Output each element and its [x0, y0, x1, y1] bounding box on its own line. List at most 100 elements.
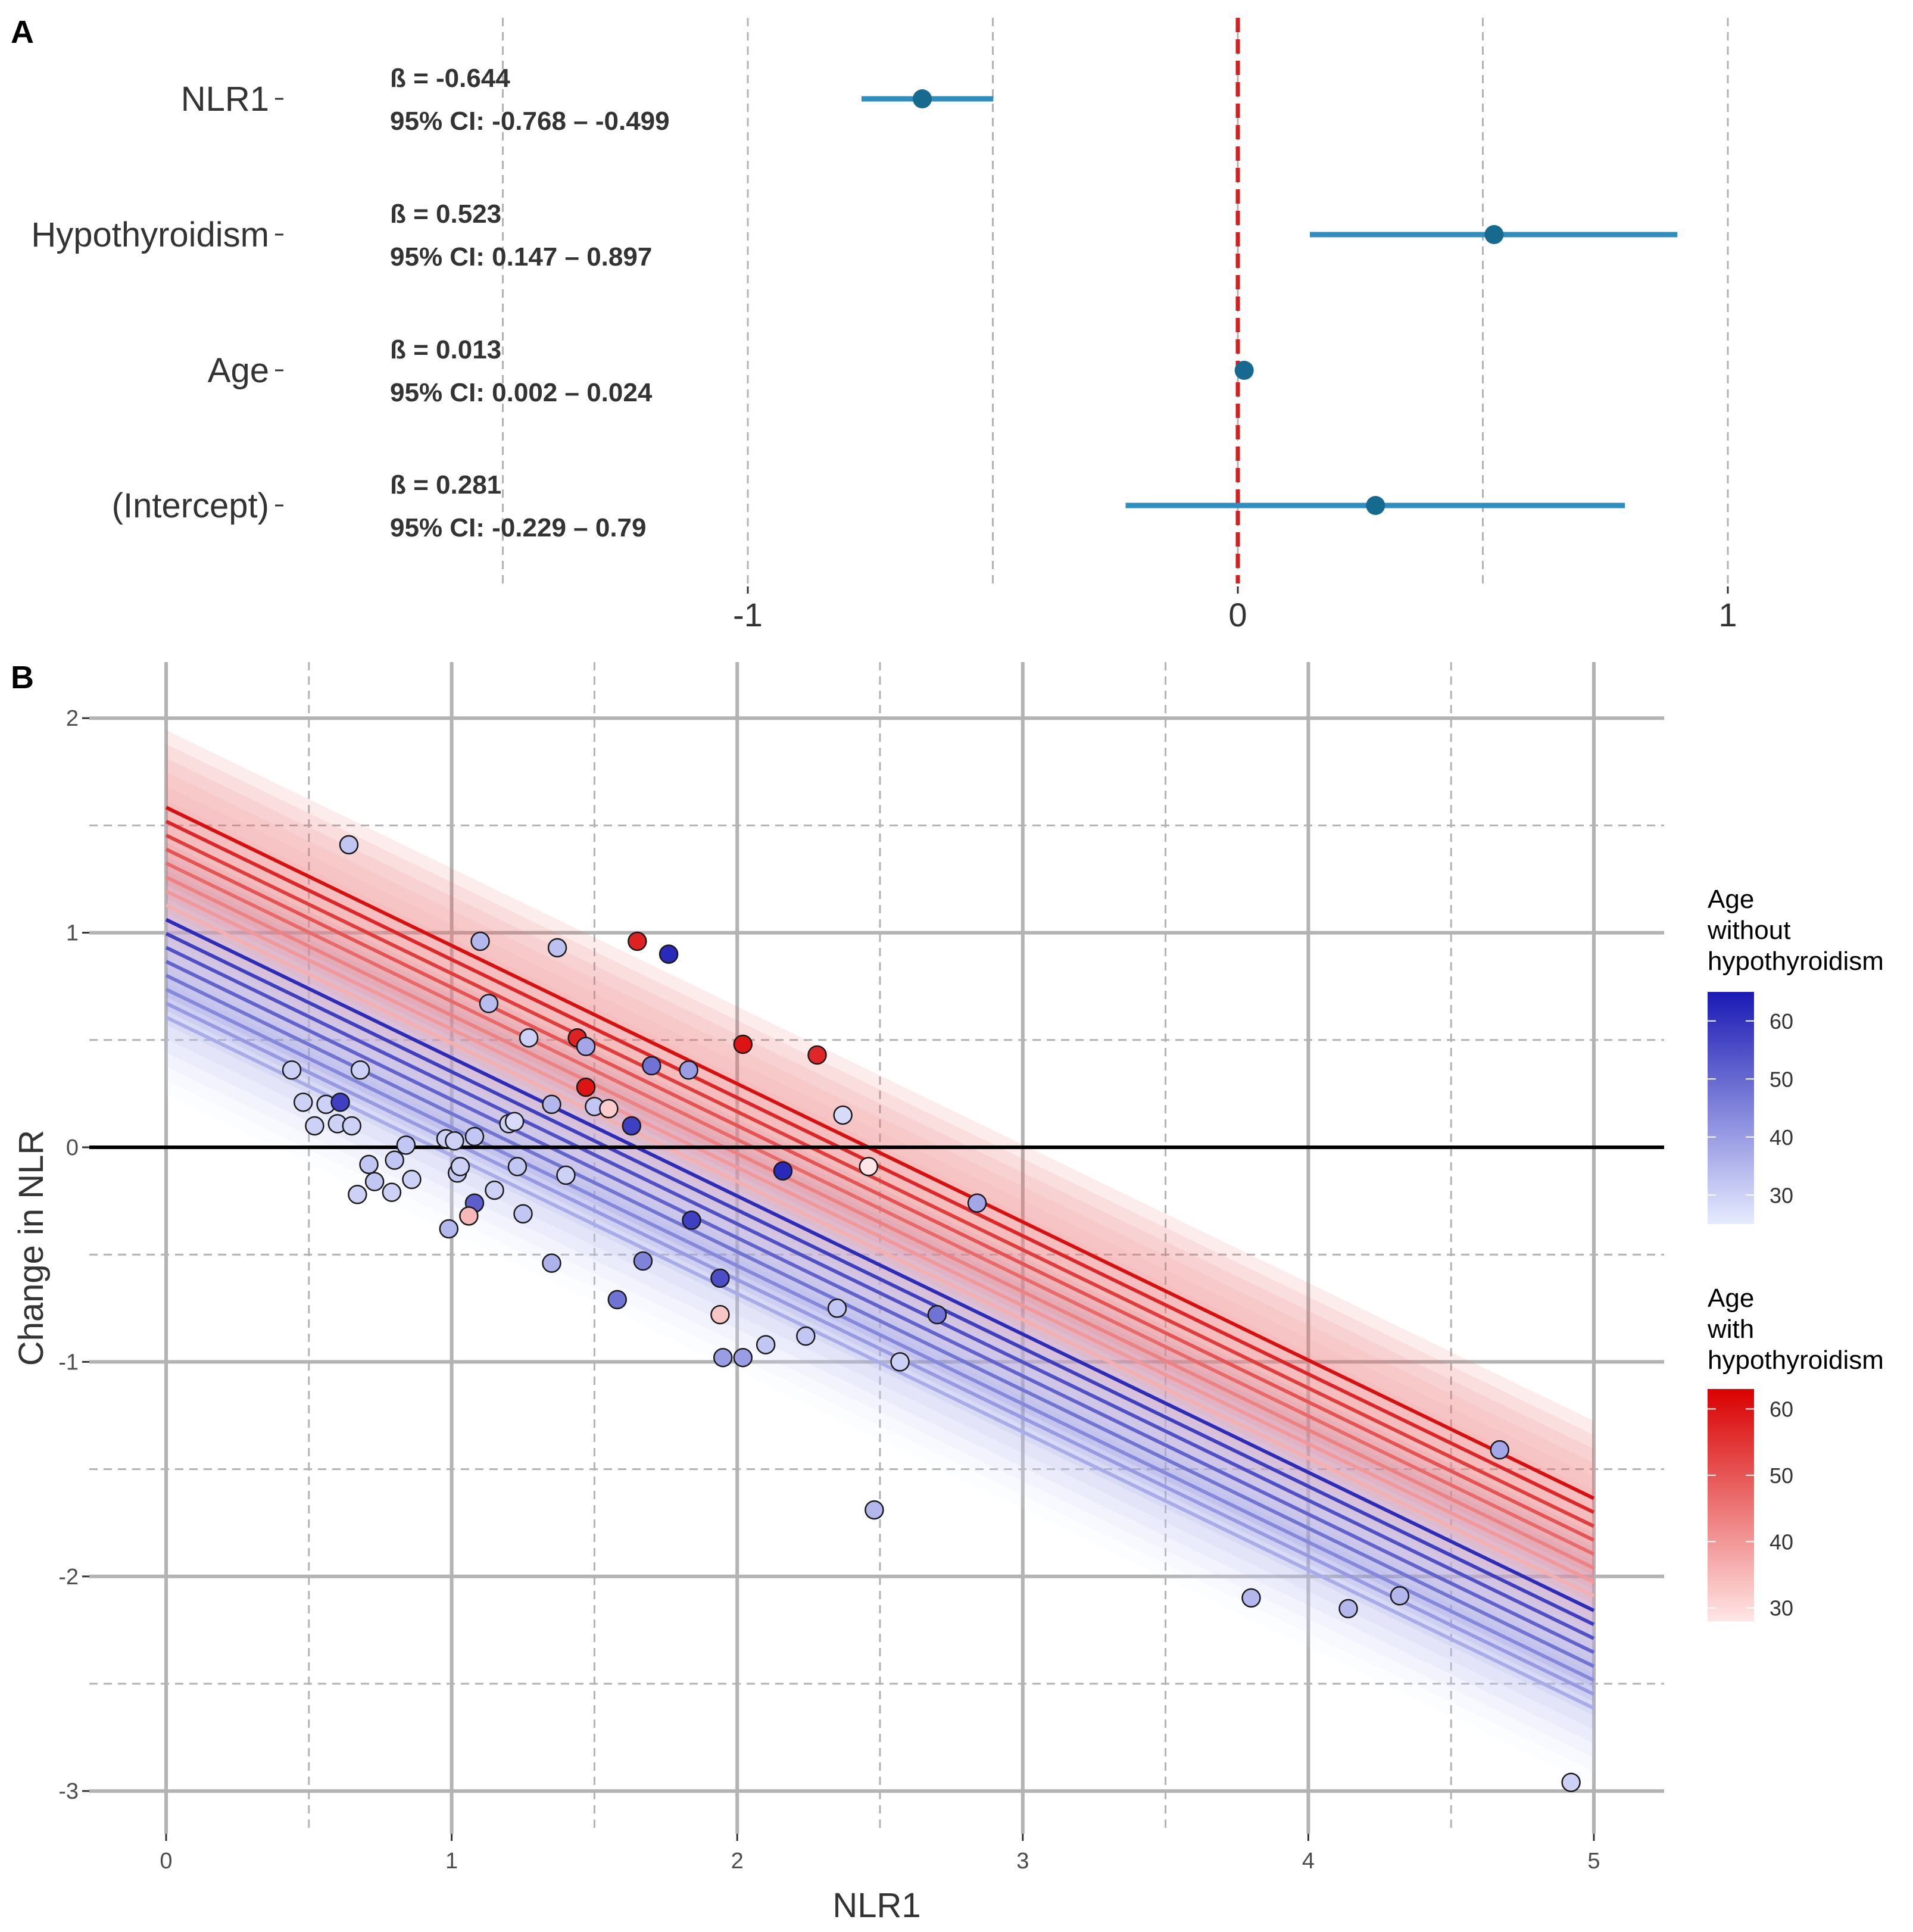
scatter-y-tick-label: 0 — [66, 1135, 79, 1160]
legend-colorbar — [1708, 992, 1754, 1224]
data-point — [542, 1094, 561, 1115]
data-point — [513, 1204, 533, 1224]
y-axis-title: Change in NLR — [12, 1130, 51, 1366]
forest-x-tick-label: 0 — [1228, 596, 1247, 633]
data-point — [450, 1157, 470, 1176]
forest-beta-text: ß = 0.281 — [390, 470, 501, 500]
data-point — [833, 1105, 853, 1125]
data-point — [339, 835, 359, 855]
fit-line — [165, 834, 1595, 1528]
scatter-x-tick-label: 5 — [1587, 1849, 1600, 1874]
data-point — [967, 1193, 987, 1213]
forest-estimate-point — [1484, 225, 1504, 244]
data-point — [385, 1150, 404, 1170]
legend-tick-label: 60 — [1770, 1397, 1793, 1421]
data-point — [927, 1304, 947, 1325]
data-point — [1338, 1599, 1358, 1619]
forest-plot: NLR1 ß = -0.644 95% CI: -0.768 – -0.499 Hyp… — [31, 18, 1737, 633]
data-point — [342, 1116, 361, 1136]
data-point — [756, 1335, 776, 1354]
legend-tick-label: 50 — [1770, 1067, 1793, 1091]
forest-beta-text: ß = 0.013 — [390, 335, 501, 364]
data-point — [642, 1056, 661, 1076]
fit-line — [165, 932, 1595, 1627]
data-point — [576, 1037, 596, 1056]
fit-line — [165, 960, 1595, 1655]
legend-tick-label: 50 — [1770, 1463, 1793, 1488]
data-point — [682, 1210, 701, 1230]
legend-title-line: hypothyroidism — [1708, 947, 1884, 976]
data-point — [479, 994, 499, 1013]
data-point — [439, 1219, 459, 1239]
data-point — [622, 1116, 641, 1136]
data-point — [359, 1154, 379, 1175]
legend-tick-label: 30 — [1770, 1596, 1793, 1621]
forest-ci-text: 95% CI: -0.768 – -0.499 — [390, 107, 670, 136]
data-point — [890, 1352, 910, 1372]
fit-line — [165, 847, 1595, 1542]
forest-x-tick-label: 1 — [1718, 596, 1737, 633]
legend-tick-label: 30 — [1770, 1183, 1793, 1207]
fit-line — [165, 862, 1595, 1556]
scatter-x-tick-label: 1 — [445, 1849, 458, 1874]
fit-line — [165, 1015, 1595, 1710]
data-point — [382, 1182, 402, 1202]
legend-title-line: Age — [1708, 1284, 1754, 1313]
data-point — [485, 1180, 504, 1200]
data-point — [679, 1060, 698, 1080]
data-point — [507, 1157, 528, 1176]
fit-line — [165, 875, 1595, 1570]
forest-row-label: NLR1 — [181, 80, 269, 118]
fit-line — [165, 819, 1595, 1514]
forest-beta-text: ß = -0.644 — [390, 64, 510, 93]
data-point — [1490, 1440, 1509, 1460]
x-axis-title: NLR1 — [832, 1886, 920, 1925]
scatter-y-tick-label: -1 — [58, 1350, 79, 1375]
forest-estimate-point — [912, 89, 932, 108]
data-point — [542, 1253, 561, 1273]
data-point — [396, 1135, 416, 1155]
fit-line — [165, 806, 1595, 1500]
fit-line — [165, 945, 1595, 1640]
scatter-y-tick-label: 2 — [66, 706, 79, 731]
data-point — [364, 1172, 385, 1191]
data-point — [556, 1165, 576, 1185]
data-point — [547, 938, 567, 958]
fit-line — [165, 903, 1595, 1598]
data-point — [1561, 1772, 1581, 1793]
forest-estimate-point — [1366, 496, 1385, 515]
data-point — [827, 1299, 847, 1318]
fit-line — [165, 1001, 1595, 1696]
data-point — [865, 1500, 884, 1520]
data-point — [713, 1347, 733, 1368]
forest-x-tick-label: -1 — [733, 596, 763, 633]
data-point — [445, 1131, 464, 1151]
forest-ci-text: 95% CI: 0.002 – 0.024 — [390, 378, 653, 407]
data-point — [710, 1304, 730, 1325]
data-point — [628, 931, 647, 951]
legend-title-line: hypothyroidism — [1708, 1346, 1884, 1375]
data-point — [659, 944, 679, 964]
data-point — [350, 1060, 370, 1080]
scatter-x-tick-label: 0 — [160, 1849, 172, 1874]
legend-tick-label: 40 — [1770, 1530, 1793, 1554]
data-point — [796, 1326, 816, 1346]
data-point — [607, 1290, 628, 1310]
fit-line — [165, 973, 1595, 1668]
data-point — [402, 1169, 422, 1190]
forest-ci-text: 95% CI: -0.229 – 0.79 — [390, 513, 646, 542]
data-point — [710, 1268, 730, 1288]
data-point — [330, 1093, 350, 1112]
fit-line — [165, 988, 1595, 1682]
forest-row-label: Age — [208, 351, 269, 390]
data-point — [733, 1034, 753, 1054]
data-point — [859, 1157, 879, 1176]
fit-line — [165, 917, 1595, 1612]
forest-estimate-point — [1234, 361, 1254, 380]
data-point — [733, 1347, 753, 1368]
forest-row-label: Hypothyroidism — [31, 216, 269, 254]
panel-b-label: B — [11, 660, 34, 695]
data-point — [293, 1093, 313, 1112]
fit-line — [165, 889, 1595, 1584]
